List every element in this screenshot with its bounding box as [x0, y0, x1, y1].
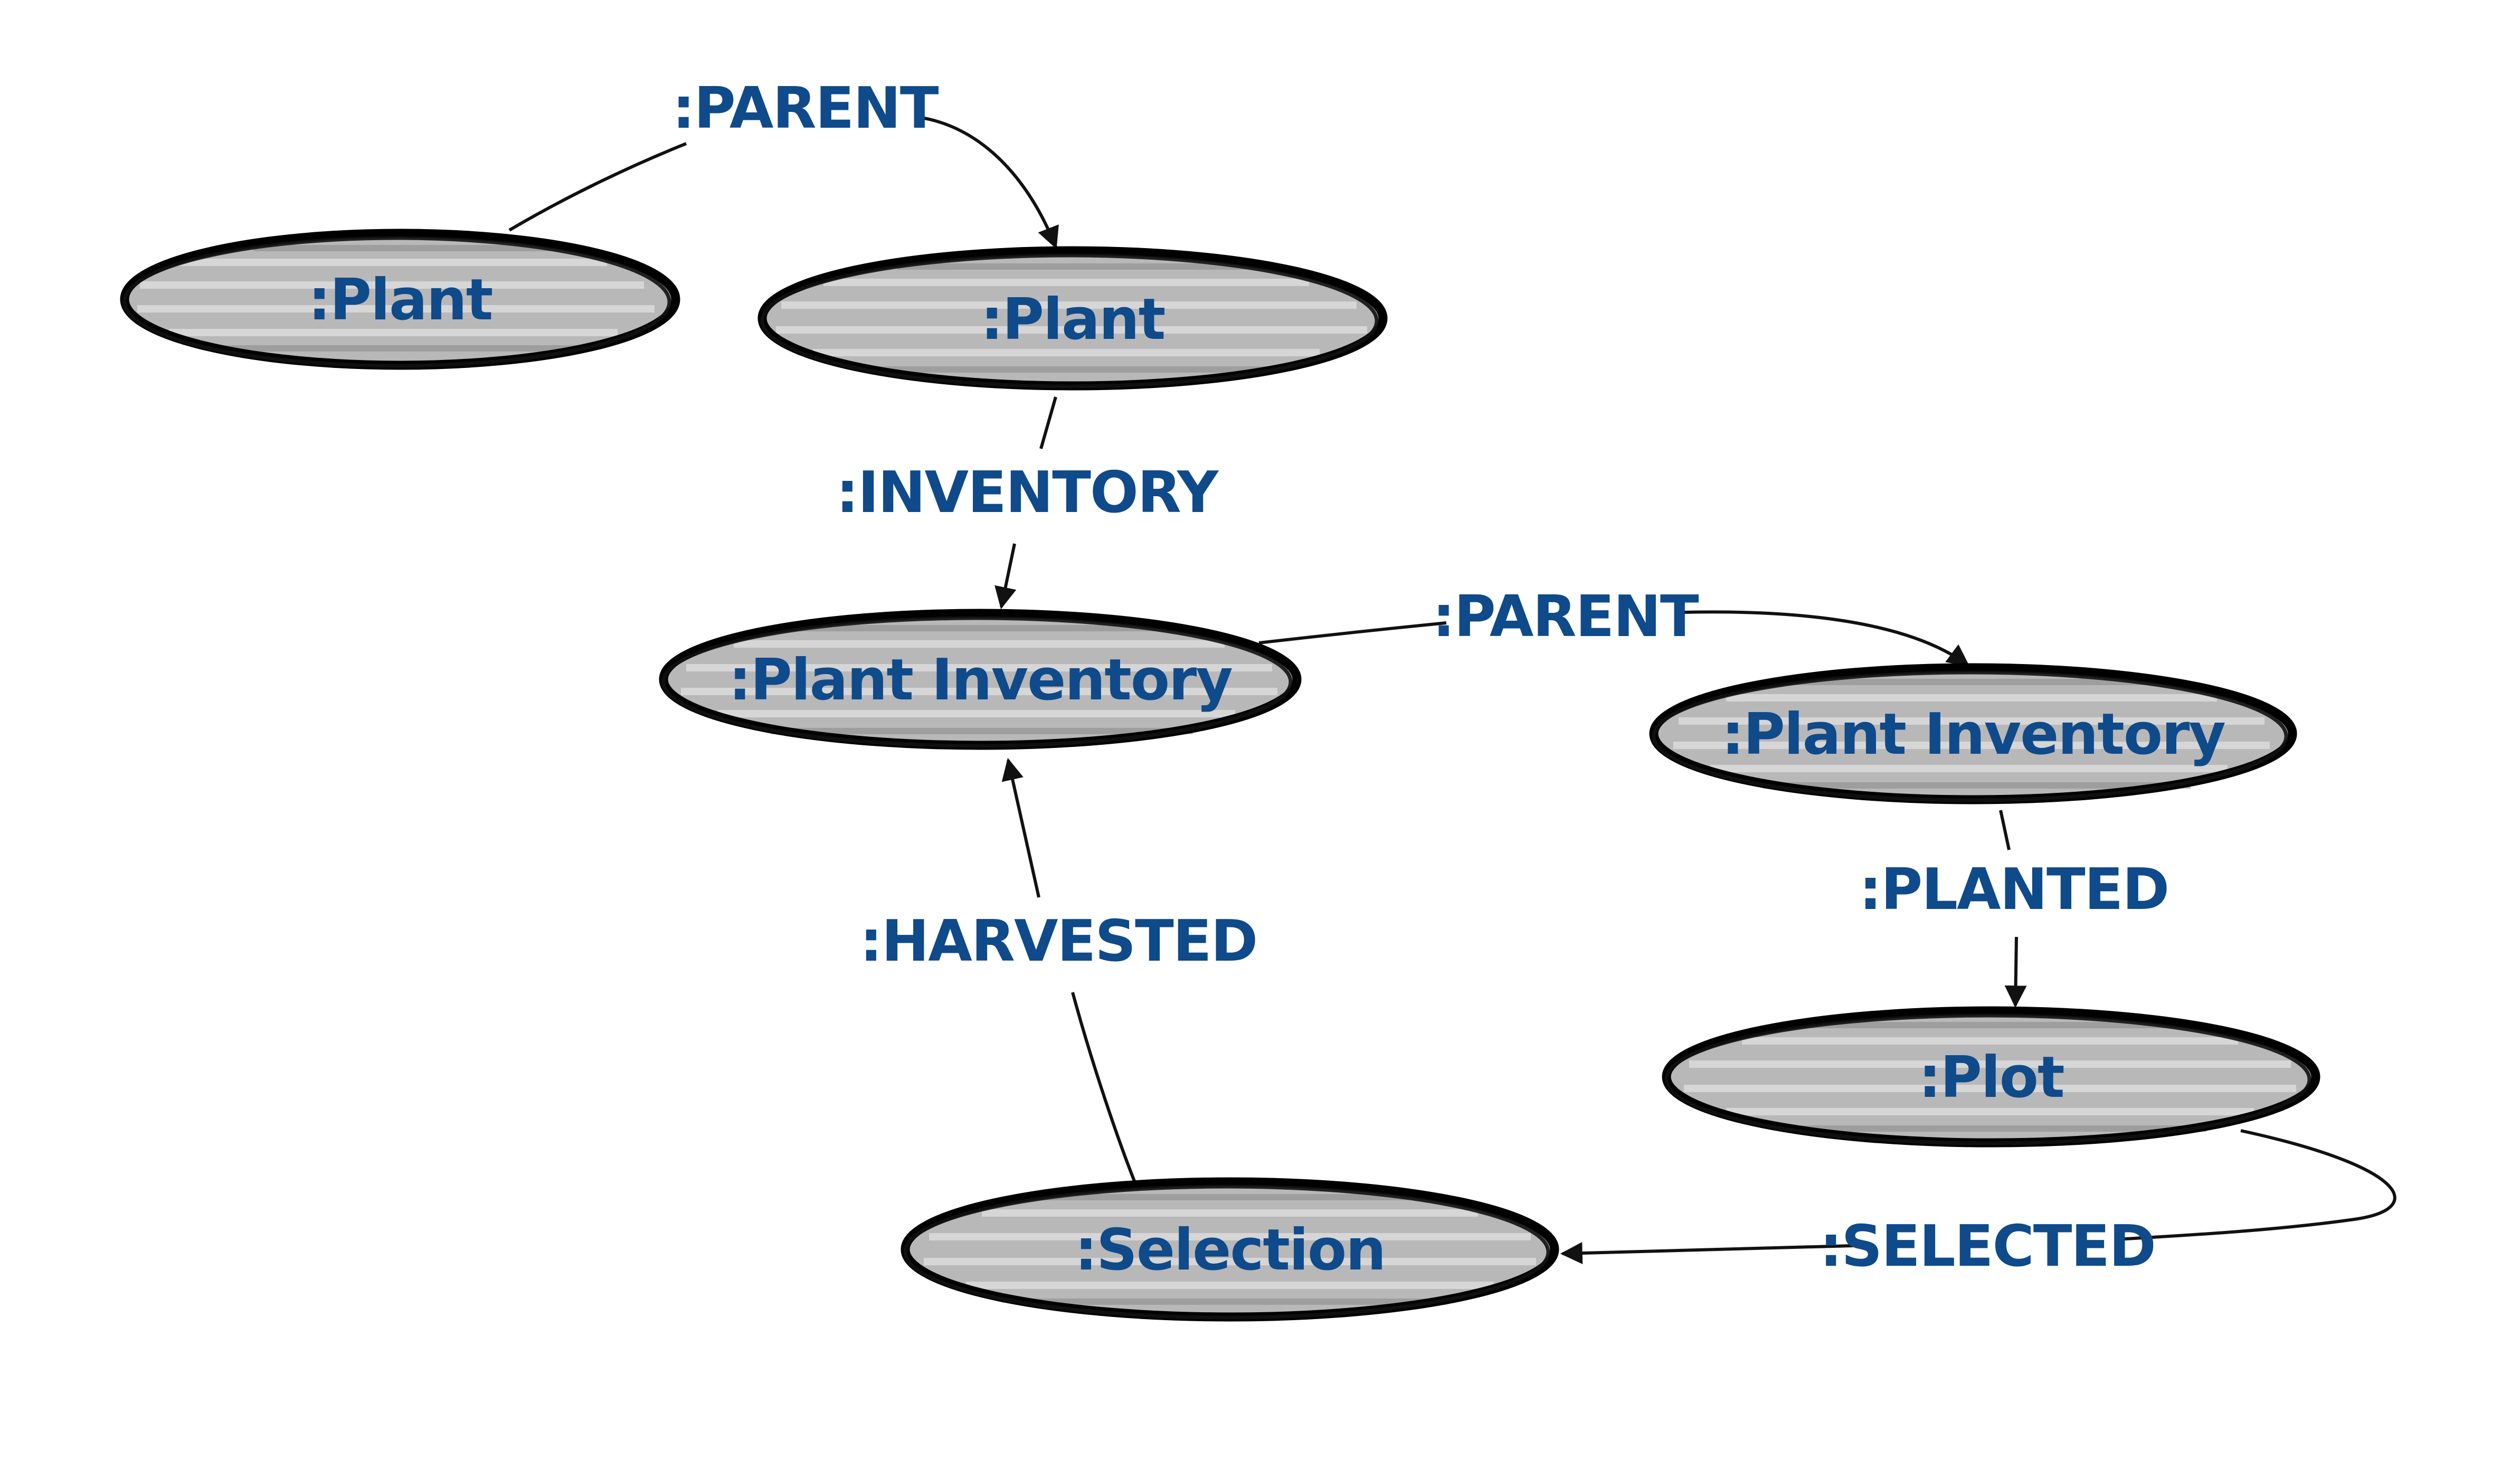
- edge-planted-line-a: [1999, 810, 2011, 850]
- node-label-plot: :Plot: [1918, 1045, 2064, 1111]
- node-label-inventory-a: :Plant Inventory: [728, 647, 1232, 713]
- edge-selected: :SELECTED: [1560, 1129, 2396, 1280]
- edge-label-inventory: :INVENTORY: [836, 460, 1219, 526]
- edge-planted: :PLANTED: [1859, 810, 2170, 1008]
- edge-inventory: :INVENTORY: [836, 396, 1220, 610]
- edge-planted-line-b: [2004, 936, 2027, 1008]
- node-plot[interactable]: :Plot: [1662, 1006, 2320, 1148]
- edge-selected-line-b: [1560, 1241, 1853, 1264]
- edge-inventory-parent-line-b: [1683, 610, 1970, 667]
- edge-plant-parent-line-a: [508, 142, 687, 232]
- edge-selected-line-a: [2116, 1129, 2396, 1241]
- edge-inventory-line-a: [1039, 396, 1057, 449]
- node-plant-parent[interactable]: :Plant: [120, 229, 680, 370]
- edge-label-planted: :PLANTED: [1859, 857, 2168, 923]
- edge-label-harvested: :HARVESTED: [860, 908, 1257, 974]
- node-label-selection: :Selection: [1075, 1217, 1385, 1283]
- edge-inventory-line-b: [994, 543, 1017, 610]
- edge-harvested: :HARVESTED: [860, 757, 1258, 1186]
- node-label-inventory-b: :Plant Inventory: [1721, 702, 2225, 767]
- edge-harvested-line-a: [1071, 992, 1138, 1186]
- edge-inventory-parent-line-a: [1258, 621, 1447, 645]
- edge-harvested-line-b: [1001, 757, 1040, 898]
- node-label-plant-child: :Plant: [981, 287, 1165, 353]
- node-selection[interactable]: :Selection: [901, 1177, 1559, 1322]
- edge-label-inventory-parent: :PARENT: [1432, 584, 1699, 650]
- edge-inventory-parent: :PARENT: [1258, 584, 1970, 667]
- node-plant-child[interactable]: :Plant: [757, 246, 1388, 391]
- edge-plant-parent-line-b: [918, 116, 1059, 249]
- edge-label-selected: :SELECTED: [1820, 1214, 2155, 1280]
- edge-label-plant-parent: :PARENT: [672, 75, 939, 141]
- node-inventory-b[interactable]: :Plant Inventory: [1649, 663, 2297, 804]
- node-inventory-a[interactable]: :Plant Inventory: [659, 609, 1302, 750]
- node-label-plant-parent: :Plant: [308, 267, 492, 333]
- edge-plant-parent: :PARENT: [508, 75, 1059, 249]
